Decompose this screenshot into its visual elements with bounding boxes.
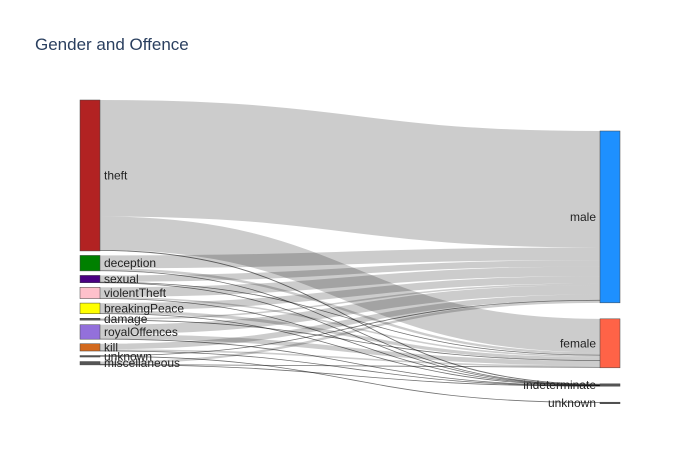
link-theft-to-male[interactable] [99,100,601,248]
source-node-unknown[interactable] [79,355,101,358]
source-node-kill[interactable] [79,343,101,352]
source-node-damage[interactable] [79,318,101,321]
link-sexual-to-female[interactable] [99,281,601,356]
target-label-unknown: unknown [548,396,596,410]
source-label-deception: deception [104,256,156,270]
source-label-sexual: sexual [104,272,139,286]
link-sexual-to-indeterminate[interactable] [99,282,601,386]
source-node-violentTheft[interactable] [79,286,101,299]
source-label-kill: kill [104,340,118,354]
link-group [99,100,601,404]
link-unknown-to-unknown[interactable] [99,355,601,404]
link-breakingPeace-to-female[interactable] [99,310,601,361]
label-group: theft deception sexualviolentTheftbreaking… [104,168,596,409]
source-label-damage: damage [104,312,148,326]
source-node-royalOffences[interactable] [79,324,101,340]
link-sexual-to-male[interactable] [99,260,601,282]
link-royalOffences-to-indeterminate[interactable] [99,338,601,387]
link-royalOffences-to-female[interactable] [99,334,601,366]
target-node-female[interactable] [599,318,621,369]
link-miscellaneous-to-female[interactable] [99,363,601,368]
source-label-breakingPeace: breakingPeace [104,301,184,315]
source-label-royalOffences: royalOffences [104,325,178,339]
target-label-female: female [560,336,596,350]
node-group [79,99,621,404]
link-damage-to-female[interactable] [99,319,601,361]
link-violentTheft-to-indeterminate[interactable] [99,298,601,386]
source-label-theft: theft [104,168,128,182]
link-deception-to-male[interactable] [99,247,601,269]
source-node-sexual[interactable] [79,275,101,283]
link-royalOffences-to-male[interactable] [99,284,601,335]
target-node-indeterminate[interactable] [599,383,621,387]
target-node-male[interactable] [599,130,621,304]
link-violentTheft-to-female[interactable] [99,296,601,358]
source-label-miscellaneous: miscellaneous [104,356,180,370]
target-label-male: male [570,210,596,224]
link-miscellaneous-to-indeterminate[interactable] [99,364,601,387]
link-breakingPeace-to-male[interactable] [99,276,601,311]
link-miscellaneous-to-male[interactable] [99,300,601,364]
link-kill-to-female[interactable] [99,349,601,368]
link-theft-to-indeterminate[interactable] [99,249,601,385]
source-node-miscellaneous[interactable] [79,361,101,366]
source-label-unknown: unknown [104,349,152,363]
link-theft-to-female[interactable] [99,216,601,353]
target-label-indeterminate: indeterminate [523,378,596,392]
target-node-unknown[interactable] [599,401,621,404]
source-label-violentTheft: violentTheft [104,286,167,300]
link-kill-to-male[interactable] [99,294,601,350]
link-deception-to-female[interactable] [99,268,601,355]
chart-title: Gender and Offence [35,35,189,54]
link-damage-to-male[interactable] [99,283,601,320]
link-violentTheft-to-male[interactable] [99,266,601,297]
source-node-theft[interactable] [79,99,101,252]
source-node-breakingPeace[interactable] [79,302,101,315]
source-node-deception[interactable] [79,255,101,272]
link-unknown-to-male[interactable] [99,299,601,357]
link-breakingPeace-to-indeterminate[interactable] [99,313,601,386]
